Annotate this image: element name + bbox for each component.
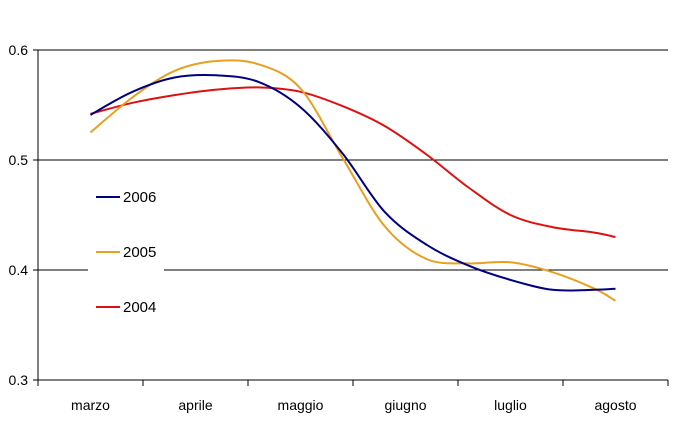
legend-label-2005: 2005 bbox=[123, 244, 156, 261]
x-tick-label-giugno: giugno bbox=[384, 397, 426, 413]
legend-label-2004: 2004 bbox=[123, 299, 156, 316]
series-line-2004 bbox=[90, 86, 616, 238]
legend-box bbox=[88, 172, 164, 337]
x-tick-label-maggio: maggio bbox=[278, 397, 324, 413]
axes: 0.3 0.4 0.5 0.6 marzo aprile maggio giugno lugli… bbox=[9, 42, 669, 413]
x-tick-label-agosto: agosto bbox=[594, 397, 636, 413]
legend: 2006 2005 2004 bbox=[88, 172, 164, 337]
x-tick-label-aprile: aprile bbox=[178, 397, 212, 413]
series-lines bbox=[89, 59, 617, 302]
y-tick-label: 0.3 bbox=[9, 372, 29, 388]
legend-label-2006: 2006 bbox=[123, 189, 156, 206]
x-tick-label-marzo: marzo bbox=[71, 397, 110, 413]
series-line-2006 bbox=[90, 73, 616, 292]
y-tick-label: 0.6 bbox=[9, 42, 29, 58]
series-line-2005 bbox=[89, 59, 617, 302]
x-tick-label-luglio: luglio bbox=[494, 397, 527, 413]
y-tick-label: 0.4 bbox=[9, 262, 29, 278]
y-tick-label: 0.5 bbox=[9, 152, 29, 168]
